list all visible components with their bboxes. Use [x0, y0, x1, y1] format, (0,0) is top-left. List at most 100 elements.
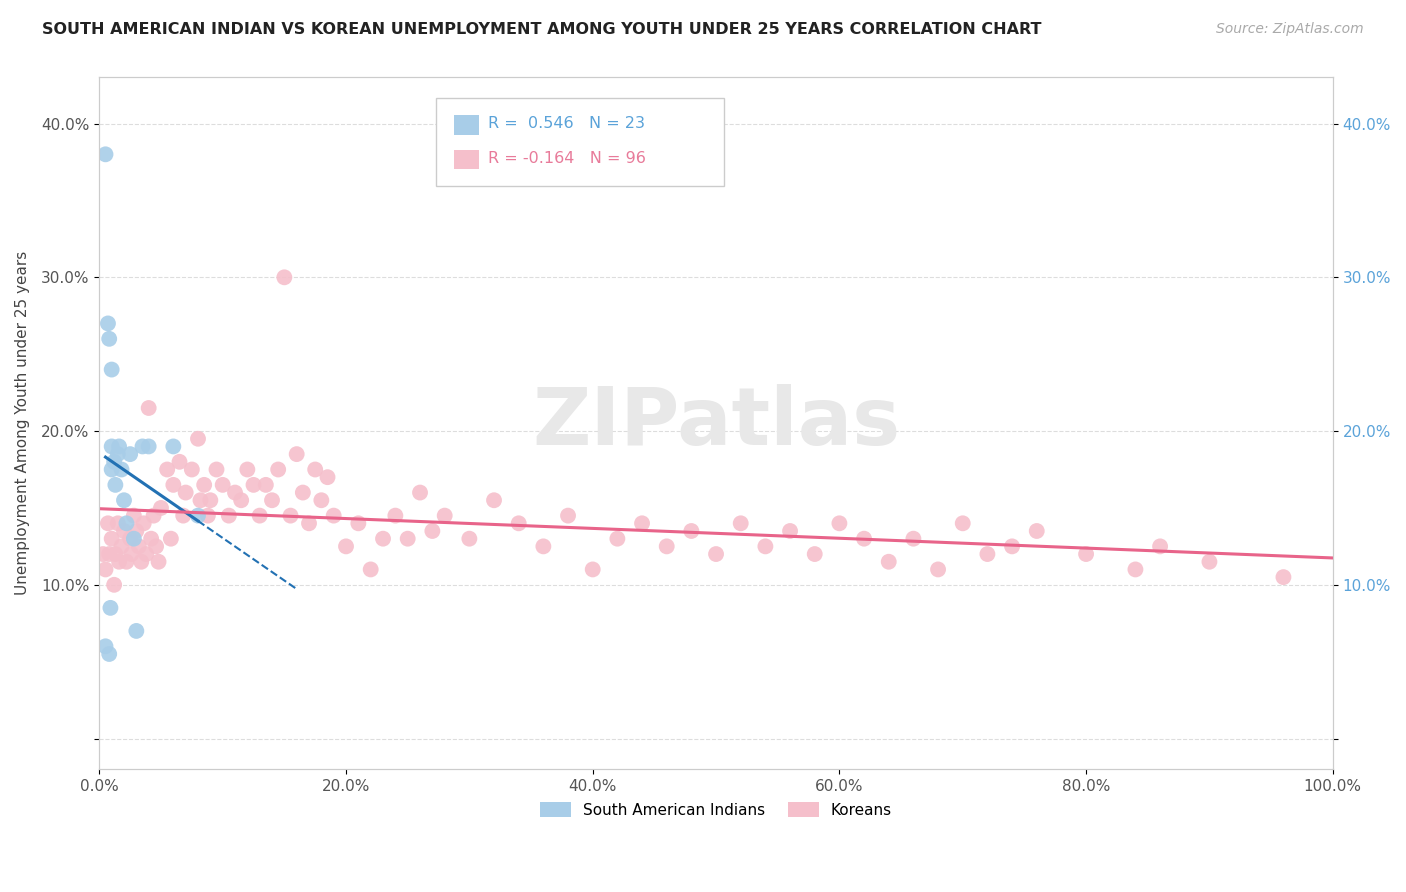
Point — [108, 439, 131, 453]
Point — [582, 562, 605, 576]
Point — [236, 462, 259, 476]
Point — [482, 493, 505, 508]
Point — [110, 462, 132, 476]
Point — [200, 493, 222, 508]
Point — [120, 447, 142, 461]
Point — [903, 532, 925, 546]
Text: R = -0.164   N = 96: R = -0.164 N = 96 — [488, 152, 645, 166]
Point — [148, 555, 170, 569]
Point — [115, 516, 138, 531]
Point — [135, 547, 157, 561]
Point — [104, 478, 127, 492]
Point — [285, 447, 308, 461]
Point — [1125, 562, 1147, 576]
Point — [655, 540, 678, 554]
Point — [291, 485, 314, 500]
Point — [952, 516, 974, 531]
Point — [125, 524, 148, 538]
Point — [132, 516, 155, 531]
Point — [142, 508, 165, 523]
Point — [98, 332, 121, 346]
Point — [508, 516, 530, 531]
Point — [174, 485, 197, 500]
Point — [267, 462, 290, 476]
Point — [304, 462, 326, 476]
Point — [187, 432, 209, 446]
Point — [557, 508, 579, 523]
Point — [100, 600, 122, 615]
Point — [120, 547, 142, 561]
Point — [1074, 547, 1097, 561]
Point — [122, 532, 145, 546]
Y-axis label: Unemployment Among Youth under 25 years: Unemployment Among Youth under 25 years — [15, 252, 30, 596]
Point — [409, 485, 432, 500]
Point — [150, 500, 173, 515]
Point — [169, 455, 191, 469]
Point — [94, 147, 117, 161]
Point — [107, 447, 129, 461]
Point — [138, 439, 160, 453]
Point — [1149, 540, 1171, 554]
Point — [322, 508, 344, 523]
Point — [779, 524, 801, 538]
Point — [422, 524, 444, 538]
Point — [98, 647, 121, 661]
Point — [853, 532, 876, 546]
Point — [98, 547, 121, 561]
Point — [347, 516, 370, 531]
Legend: South American Indians, Koreans: South American Indians, Koreans — [534, 796, 898, 824]
Point — [100, 439, 122, 453]
Text: Source: ZipAtlas.com: Source: ZipAtlas.com — [1216, 22, 1364, 37]
Point — [828, 516, 851, 531]
Point — [139, 532, 162, 546]
Point — [433, 508, 456, 523]
Point — [190, 493, 212, 508]
Point — [172, 508, 194, 523]
Point — [1198, 555, 1220, 569]
Point — [211, 478, 233, 492]
Point — [927, 562, 949, 576]
Point — [754, 540, 776, 554]
Point — [335, 540, 357, 554]
Point — [458, 532, 481, 546]
Point — [730, 516, 752, 531]
Point — [205, 462, 228, 476]
Point — [100, 362, 122, 376]
Point — [704, 547, 727, 561]
Point — [122, 508, 145, 523]
Point — [231, 493, 253, 508]
Point — [112, 524, 135, 538]
Point — [103, 578, 125, 592]
Point — [298, 516, 321, 531]
Point — [606, 532, 628, 546]
Point — [254, 478, 277, 492]
Point — [242, 478, 264, 492]
Text: R =  0.546   N = 23: R = 0.546 N = 23 — [488, 117, 645, 131]
Point — [131, 439, 153, 453]
Point — [976, 547, 998, 561]
Point — [1025, 524, 1047, 538]
Point — [104, 547, 127, 561]
Point — [187, 508, 209, 523]
Point — [91, 547, 114, 561]
Point — [249, 508, 271, 523]
Point — [311, 493, 333, 508]
Point — [100, 532, 122, 546]
Point — [396, 532, 419, 546]
Point — [681, 524, 703, 538]
Point — [97, 516, 120, 531]
Point — [115, 555, 138, 569]
Point — [371, 532, 394, 546]
Point — [129, 555, 152, 569]
Point — [162, 478, 184, 492]
Point — [94, 562, 117, 576]
Point — [224, 485, 246, 500]
Point — [631, 516, 654, 531]
Point — [94, 640, 117, 654]
Point — [180, 462, 202, 476]
Point — [160, 532, 183, 546]
Point — [218, 508, 240, 523]
Point — [128, 540, 150, 554]
Point — [108, 555, 131, 569]
Point — [384, 508, 406, 523]
